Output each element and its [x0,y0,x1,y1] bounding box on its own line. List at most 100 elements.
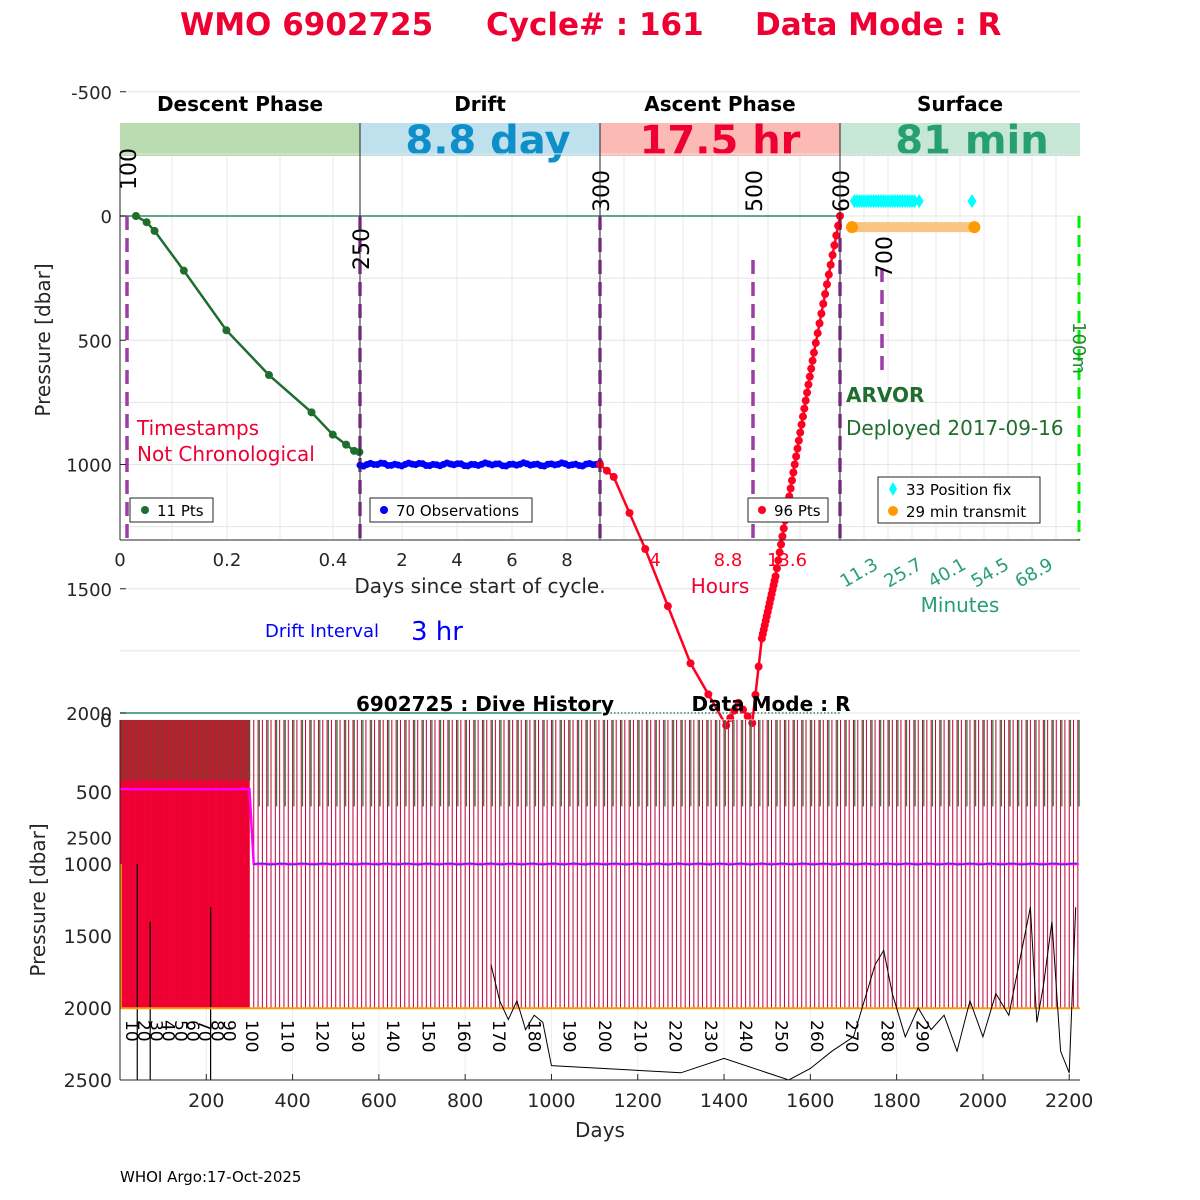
ascent-point [798,412,807,421]
bottom-x-tick-label: 1000 [527,1090,575,1112]
ascent-point [807,364,816,373]
bottom-x-tick-label: 200 [188,1090,224,1112]
ascent-point [794,436,803,445]
cycle-number-label: 170 [488,1020,508,1052]
bottom-x-tick-label: 400 [274,1090,310,1112]
top-y-tick-label: 500 [78,331,112,352]
top-y-tick-label: 0 [101,207,112,228]
deployed-date: Deployed 2017-09-16 [846,416,1064,440]
legend-transmit-text: 29 min transmit [906,503,1026,521]
position-fix-point [967,194,977,209]
bottom-y-tick-label: 2500 [64,1070,112,1092]
cycle-number-label: 100 [241,1020,261,1052]
ascent-point [822,280,831,289]
hours-axis-label: Hours [691,574,750,598]
ascent-point [743,712,752,721]
ascent-point [817,309,826,318]
cycle-number-label: 160 [453,1020,473,1052]
drift-interval-value: 3 hr [411,617,463,647]
ascent-point [704,690,713,699]
ascent-point [663,602,672,611]
title-mode: Data Mode : R [755,7,1002,43]
phase-header-ascent: Ascent Phase [644,92,795,116]
title-cycle: Cycle# : 161 [486,7,704,43]
bottom-y-tick-label: 1500 [64,926,112,948]
transmit-point [846,221,858,234]
descent-point [131,212,140,220]
surface-x-tick: 54.5 [968,554,1013,592]
dive-history-mode: Data Mode : R [692,692,851,716]
ascent-point [625,508,634,517]
cycle-number-label: 150 [418,1020,438,1052]
ascent-point [722,721,731,730]
cycle-number-label: 50 [170,1020,190,1042]
ascent-point [821,290,830,299]
cycle-number-label: 60 [182,1020,202,1042]
band-ascent [600,123,840,156]
bottom-y-tick-label: 500 [76,782,112,804]
descent-x-tick: 0.4 [319,550,348,571]
cycle-number-label: 290 [912,1020,932,1052]
legend-position-fix-marker [889,482,897,496]
timestamps-note-line2: Not Chronological [137,442,315,466]
park-pressure-line [120,787,1079,866]
bottom-y-axis-label: Pressure [dbar] [26,823,50,976]
band-descent [120,123,360,156]
cycle-number-label: 230 [700,1020,720,1052]
ascent-point [775,548,784,557]
ascent-point [800,404,809,413]
cycle-number-label: 280 [876,1020,896,1052]
legend-transmit-marker [888,506,898,516]
bottom-pressure-line [490,907,1077,1081]
surface-x-tick: 25.7 [881,554,926,592]
cycle-number-label: 90 [219,1020,239,1042]
ascent-point [779,524,788,533]
cycle-number-label: 20 [133,1020,153,1042]
drift-x-tick: 8 [561,550,572,571]
descent-point [150,226,159,235]
cycle-number-label: 130 [347,1020,367,1052]
cycle-marker-label: 250 [350,228,375,270]
descent-x-tick: 0.2 [213,550,242,571]
cycle-number-label: 260 [806,1020,826,1052]
ascent-point [641,544,650,553]
cycle-number-label: 80 [206,1020,226,1042]
surface-duration: 81 min [895,118,1048,164]
figure-title: WMO 6902725 Cycle# : 161 Data Mode : R [180,7,1002,43]
legend-ascent-marker [758,506,766,514]
descent-point [222,326,231,335]
descent-point [328,430,337,439]
cycle-marker-label: 100 [117,148,142,190]
bottom-x-tick-label: 1600 [786,1090,834,1112]
ascent-point [804,380,813,389]
ascent-duration: 17.5 hr [640,118,801,164]
ascent-point [786,484,795,493]
legend-descent: 11 Pts [129,497,214,523]
cycle-marker-label: 700 [873,236,898,278]
ascent-point [788,476,796,485]
bottom-y-tick-label: 2000 [64,998,112,1020]
legend-position-fix-text: 33 Position fix [906,481,1011,499]
ascent-point [751,690,760,699]
ascent-point [809,348,818,357]
bottom-x-tick-label: 2000 [959,1090,1007,1112]
hundred-meter-label: 100m [1068,322,1089,374]
legend-drift: 70 Observations [369,497,533,523]
ascent-point [813,329,822,338]
timestamps-note-line1: Timestamps [136,416,259,440]
ascent-point [772,564,781,573]
early-cycles [120,720,251,1008]
cycle-number-label: 180 [523,1020,543,1052]
bottom-x-tick-label: 1400 [700,1090,748,1112]
descent-point [179,266,188,275]
descent-point [142,218,151,227]
top-y-tick-label: 1000 [66,456,112,477]
top-y-axis-label: Pressure [dbar] [31,263,55,416]
bottom-y-tick-label: 0 [100,710,112,732]
surface-x-tick: 40.1 [925,554,970,592]
cycle-number-label: 140 [382,1020,402,1052]
cycle-number-label: 190 [559,1020,579,1052]
ascent-point [754,662,763,671]
